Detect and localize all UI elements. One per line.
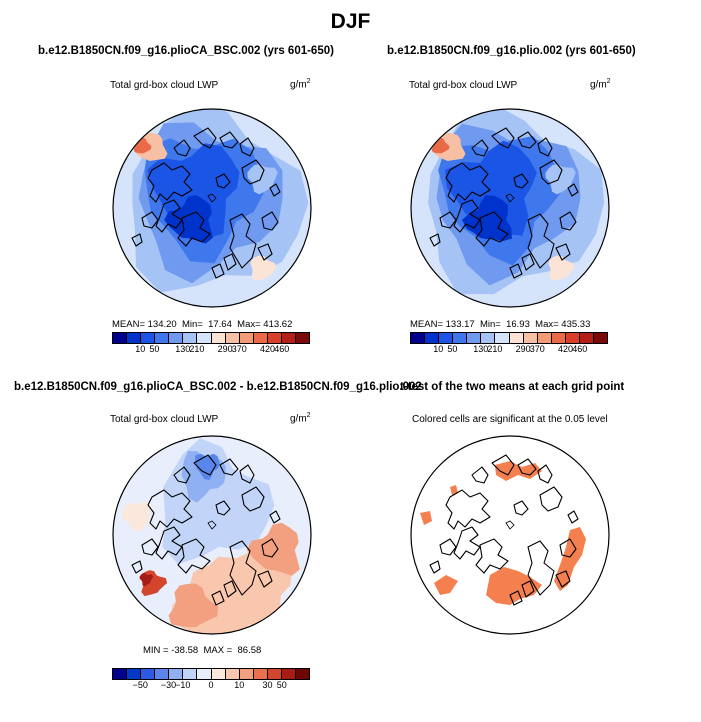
colorbar-swatch bbox=[296, 333, 310, 343]
panel-a-subtitle: Total grd-box cloud LWP bbox=[110, 80, 219, 91]
colorbar-tick-label: 210 bbox=[189, 344, 205, 354]
panel-b-colorbar: 10 50 130 210 290 370 420 460 bbox=[410, 332, 608, 356]
colorbar-tick-label: 0 bbox=[208, 680, 214, 690]
colorbar-swatch bbox=[211, 669, 226, 679]
colorbar-swatch bbox=[127, 333, 142, 343]
colorbar-swatch bbox=[113, 333, 128, 343]
colorbar-tick-label: 10 bbox=[433, 344, 444, 354]
colorbar-swatch bbox=[281, 669, 297, 679]
colorbar-swatch bbox=[481, 333, 496, 343]
colorbar-swatch bbox=[197, 333, 212, 343]
panel-b-units: g/m2 bbox=[590, 78, 611, 91]
colorbar-swatch bbox=[211, 333, 226, 343]
colorbar-tick-label: 420 bbox=[558, 344, 574, 354]
colorbar-swatch bbox=[267, 333, 282, 343]
panel-a-units: g/m2 bbox=[290, 78, 311, 91]
colorbar-swatch bbox=[155, 333, 170, 343]
colorbar-swatch bbox=[239, 333, 254, 343]
panel-b-title: b.e12.B1850CN.f09_g16.plio.002 (yrs 601-… bbox=[387, 45, 636, 57]
colorbar-tick-label: 460 bbox=[572, 344, 588, 354]
colorbar-swatch bbox=[579, 333, 595, 343]
panel-a-map bbox=[112, 108, 312, 308]
colorbar-tick-label: 10 bbox=[135, 344, 146, 354]
panel-b-subtitle: Total grd-box cloud LWP bbox=[409, 80, 518, 91]
colorbar-swatch bbox=[141, 333, 156, 343]
main-title: DJF bbox=[330, 10, 371, 33]
colorbar-swatch bbox=[113, 669, 128, 679]
panel-c-title: b.e12.B1850CN.f09_g16.plioCA_BSC.002 - b… bbox=[14, 381, 422, 393]
panel-b-map bbox=[410, 108, 610, 308]
colorbar-tick-label: 290 bbox=[217, 344, 233, 354]
panel-d-map bbox=[410, 435, 610, 635]
colorbar-swatch bbox=[225, 669, 240, 679]
colorbar-swatch bbox=[453, 333, 468, 343]
colorbar-tick-label: −10 bbox=[175, 680, 191, 690]
colorbar-swatch bbox=[411, 333, 426, 343]
colorbar-swatch bbox=[267, 669, 282, 679]
panel-c-subtitle: Total grd-box cloud LWP bbox=[110, 414, 219, 425]
panel-c-units: g/m2 bbox=[290, 412, 311, 425]
colorbar-swatch bbox=[141, 669, 156, 679]
colorbar-tick-label: 30 bbox=[262, 680, 273, 690]
colorbar-swatch bbox=[183, 333, 198, 343]
colorbar-tick-label: 420 bbox=[260, 344, 276, 354]
colorbar-swatch bbox=[537, 333, 552, 343]
colorbar-swatch bbox=[183, 669, 198, 679]
colorbar-swatch bbox=[127, 669, 142, 679]
colorbar-swatch bbox=[225, 333, 240, 343]
colorbar-tick-label: −30 bbox=[160, 680, 177, 690]
colorbar-swatch bbox=[169, 669, 184, 679]
colorbar-swatch bbox=[594, 333, 608, 343]
colorbar-tick-label: 50 bbox=[276, 680, 287, 690]
panel-c-map bbox=[112, 435, 312, 635]
colorbar-swatch bbox=[523, 333, 538, 343]
colorbar-swatch bbox=[425, 333, 440, 343]
panel-a-colorbar: 10 50 130 210 290 370 420 460 bbox=[112, 332, 310, 356]
colorbar-swatch bbox=[551, 333, 566, 343]
colorbar-tick-label: 50 bbox=[447, 344, 458, 354]
colorbar-swatch bbox=[253, 669, 268, 679]
colorbar-tick-label: 130 bbox=[473, 344, 489, 354]
colorbar-swatch bbox=[197, 669, 212, 679]
colorbar-swatch bbox=[239, 669, 254, 679]
colorbar-swatch bbox=[281, 333, 297, 343]
colorbar-tick-label: 460 bbox=[274, 344, 290, 354]
colorbar-tick-label: 130 bbox=[175, 344, 191, 354]
colorbar-tick-label: 50 bbox=[149, 344, 160, 354]
panel-c-stats: MIN = -38.58 MAX = 86.58 bbox=[143, 645, 262, 656]
panel-d-title: t-test of the two means at each grid poi… bbox=[400, 381, 625, 393]
colorbar-swatch bbox=[565, 333, 580, 343]
colorbar-swatch bbox=[467, 333, 482, 343]
panel-a-title: b.e12.B1850CN.f09_g16.plioCA_BSC.002 (yr… bbox=[38, 45, 334, 57]
panel-d-subtitle: Colored cells are significant at the 0.0… bbox=[412, 414, 608, 425]
colorbar-swatch bbox=[253, 333, 268, 343]
colorbar-tick-label: 10 bbox=[234, 680, 245, 690]
colorbar-tick-label: 210 bbox=[487, 344, 503, 354]
colorbar-swatch bbox=[169, 333, 184, 343]
colorbar-swatch bbox=[155, 669, 170, 679]
panel-a-stats: MEAN= 134.20 Min= 17.64 Max= 413.62 bbox=[112, 319, 293, 330]
colorbar-swatch bbox=[495, 333, 510, 343]
colorbar-tick-label: 370 bbox=[231, 344, 247, 354]
colorbar-swatch bbox=[439, 333, 454, 343]
colorbar-tick-label: −50 bbox=[132, 680, 148, 690]
panel-b-stats: MEAN= 133.17 Min= 16.93 Max= 435.33 bbox=[410, 319, 591, 330]
panel-c-colorbar: −50 −30 −10 0 10 30 50 bbox=[112, 668, 310, 692]
colorbar-swatch bbox=[296, 669, 310, 679]
colorbar-swatch bbox=[509, 333, 524, 343]
colorbar-tick-label: 290 bbox=[515, 344, 531, 354]
colorbar-tick-label: 370 bbox=[529, 344, 545, 354]
